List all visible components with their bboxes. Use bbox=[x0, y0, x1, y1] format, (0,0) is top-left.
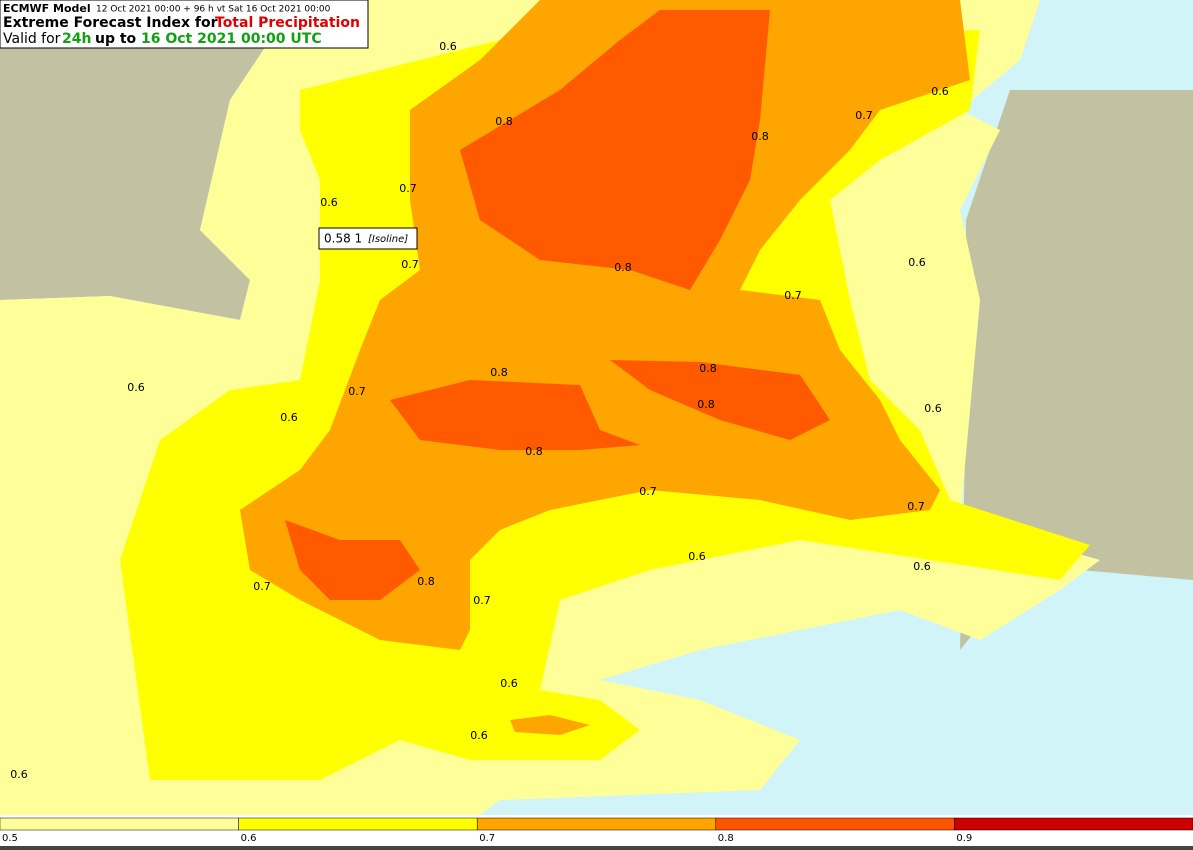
red-region bbox=[390, 380, 640, 450]
valid-time: 16 Oct 2021 00:00 UTC bbox=[141, 31, 322, 47]
contour-label: 0.6 bbox=[439, 40, 457, 53]
contour-label: 0.8 bbox=[495, 115, 513, 128]
contour-label: 0.6 bbox=[320, 196, 338, 209]
valid-mid: up to bbox=[95, 31, 137, 47]
contour-label: 0.6 bbox=[127, 381, 145, 394]
orange-region bbox=[510, 715, 590, 735]
contour-label: 0.6 bbox=[924, 402, 942, 415]
contour-label: 0.7 bbox=[907, 500, 925, 513]
contour-label: 0.6 bbox=[688, 550, 706, 563]
legend-swatch bbox=[476, 817, 717, 831]
contour-label: 0.7 bbox=[473, 594, 491, 607]
legend-label: 0.6 bbox=[241, 833, 257, 844]
red-region bbox=[460, 10, 770, 290]
contour-label: 0.8 bbox=[614, 261, 632, 274]
product: Total Precipitation bbox=[215, 15, 360, 31]
contour-label: 0.8 bbox=[697, 398, 715, 411]
red-region bbox=[285, 520, 420, 600]
contour-label: 0.7 bbox=[639, 485, 657, 498]
contour-label: 0.8 bbox=[699, 362, 717, 375]
legend-swatch bbox=[954, 817, 1193, 831]
contour-label: 0.8 bbox=[751, 130, 769, 143]
legend-label: 0.9 bbox=[956, 833, 972, 844]
contour-label: 0.6 bbox=[913, 560, 931, 573]
contour-label: 0.6 bbox=[280, 411, 298, 424]
contour-label: 0.6 bbox=[10, 768, 28, 781]
contour-label: 0.7 bbox=[855, 109, 873, 122]
land bbox=[0, 40, 270, 320]
bottom-edge bbox=[0, 846, 1193, 850]
contour-label: 0.7 bbox=[784, 289, 802, 302]
contour-label: 0.7 bbox=[401, 258, 419, 271]
legend-swatch bbox=[238, 817, 478, 831]
contour-label: 0.7 bbox=[348, 385, 366, 398]
period: 24h bbox=[62, 31, 91, 47]
contour-label: 0.8 bbox=[417, 575, 435, 588]
legend-label: 0.7 bbox=[479, 833, 495, 844]
tooltip-value: 0.58 1 bbox=[324, 232, 362, 246]
land bbox=[960, 90, 1193, 650]
contour-label: 0.6 bbox=[908, 256, 926, 269]
product-prefix: Extreme Forecast Index for bbox=[3, 15, 218, 31]
tooltip-box bbox=[318, 227, 418, 250]
legend-label: 0.5 bbox=[2, 833, 18, 844]
contour-label: 0.6 bbox=[500, 677, 518, 690]
legend-swatch bbox=[715, 817, 955, 831]
contour-label: 0.6 bbox=[470, 729, 488, 742]
contour-label: 0.8 bbox=[490, 366, 508, 379]
valid-prefix: Valid for bbox=[3, 31, 61, 47]
orange-region bbox=[240, 0, 970, 650]
header-box bbox=[0, 0, 369, 49]
contour-label: 0.8 bbox=[525, 445, 543, 458]
contour-label: 0.7 bbox=[399, 182, 417, 195]
run: 12 Oct 2021 00:00 + 96 h vt Sat 16 Oct 2… bbox=[96, 5, 331, 15]
contour-label: 0.7 bbox=[253, 580, 271, 593]
model: ECMWF Model bbox=[3, 2, 91, 15]
tooltip-kind: [Isoline] bbox=[368, 234, 408, 245]
legend-label: 0.8 bbox=[718, 833, 734, 844]
contour-label: 0.6 bbox=[931, 85, 949, 98]
legend-swatch bbox=[0, 817, 239, 831]
red-region bbox=[610, 360, 830, 440]
